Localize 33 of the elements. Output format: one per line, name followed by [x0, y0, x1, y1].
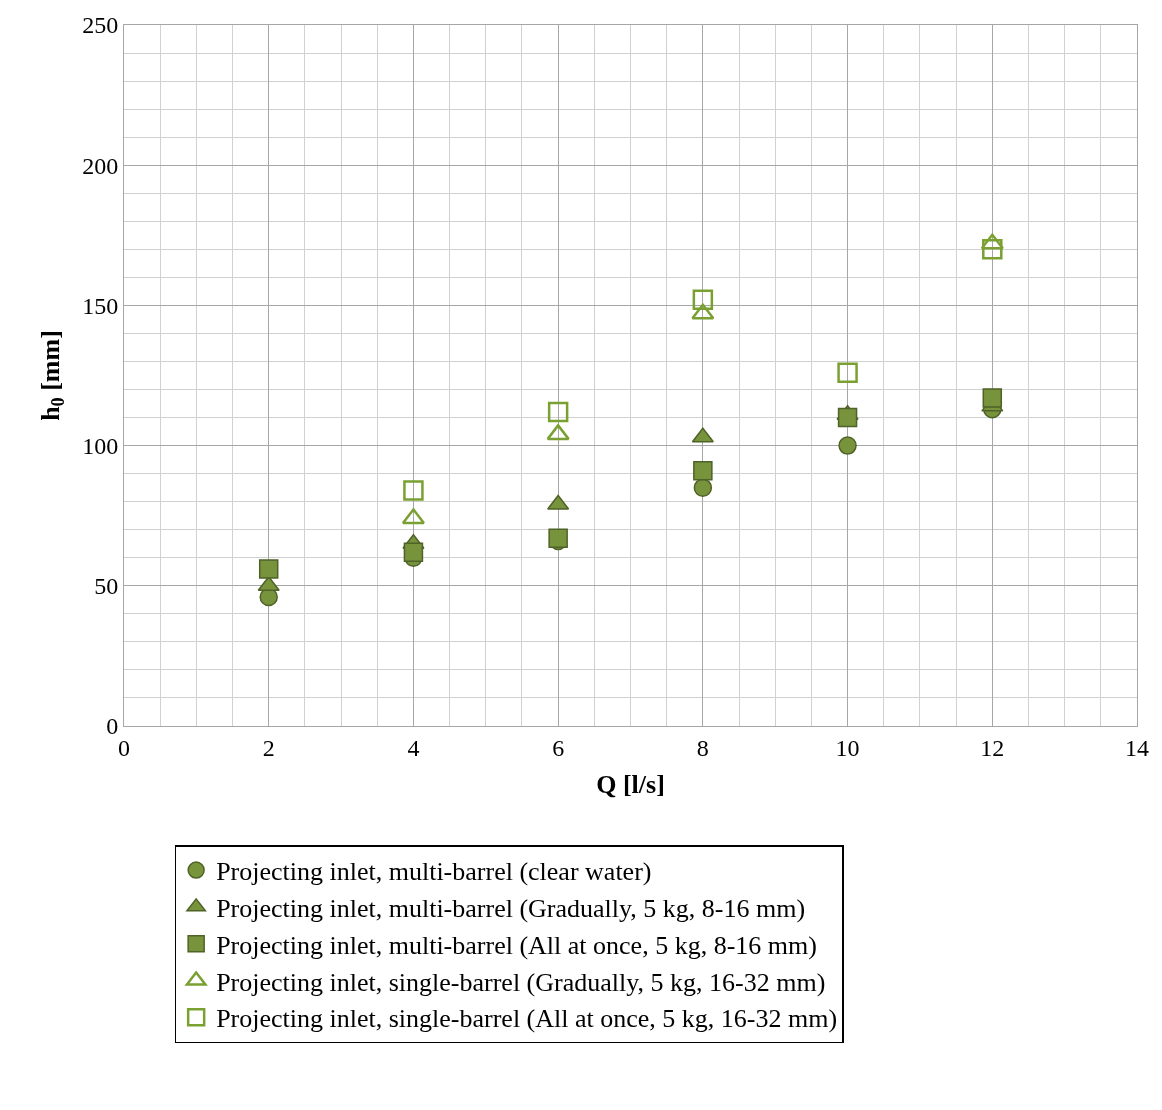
x-axis-title: Q [l/s] — [596, 770, 665, 800]
y-tick-label: 250 — [82, 12, 119, 39]
x-tick-label: 10 — [835, 734, 860, 761]
legend-label: Projecting inlet, multi-barrel (All at once, 5 kg, 8-16 mm) — [216, 930, 817, 960]
point — [693, 461, 713, 481]
legend-label: Projecting inlet, single-barrel (Gradually, 5 kg, 16-32 mm) — [216, 967, 826, 997]
y-tick-label: 200 — [82, 152, 119, 179]
x-tick-label: 4 — [407, 734, 420, 761]
x-tick-label: 12 — [980, 734, 1005, 761]
point — [838, 436, 857, 455]
point — [547, 401, 569, 423]
legend-label: Projecting inlet, multi-barrel (Gradually, 5 kg, 8-16 mm) — [216, 894, 806, 924]
y-tick-label: 50 — [94, 573, 119, 600]
point — [691, 303, 715, 320]
y-tick-label: 150 — [82, 292, 119, 319]
point — [693, 478, 713, 497]
x-tick-label: 6 — [552, 734, 565, 761]
point — [982, 388, 1003, 408]
point — [837, 407, 858, 428]
y-tick-label: 0 — [106, 713, 119, 740]
y-tick-label: 100 — [82, 433, 119, 459]
point — [403, 480, 424, 501]
point — [403, 542, 424, 562]
x-tick-label: 14 — [1125, 734, 1149, 761]
point — [837, 362, 858, 383]
legend-label: Projecting inlet, multi-barrel (clear water) — [216, 857, 652, 887]
point — [982, 239, 1003, 260]
point — [546, 424, 570, 441]
x-tick-label: 8 — [696, 734, 709, 761]
legend-label: Projecting inlet, single-barrel (All at once, 5 kg, 16-32 mm) — [216, 1004, 838, 1034]
x-tick-label: 2 — [262, 734, 275, 761]
point — [258, 559, 279, 579]
point — [692, 289, 714, 311]
